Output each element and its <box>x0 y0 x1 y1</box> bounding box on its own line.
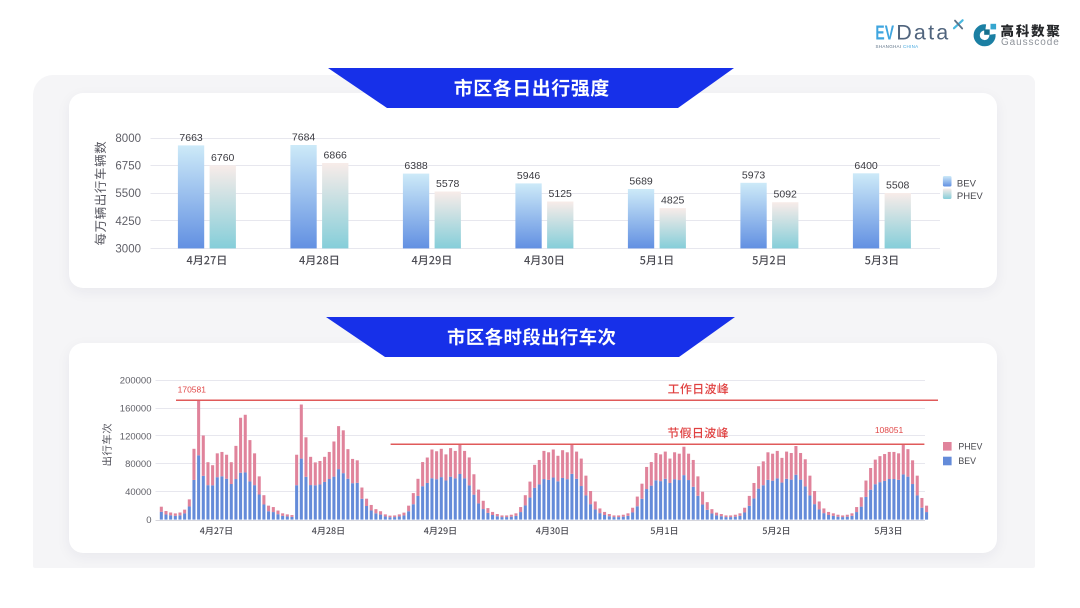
svg-text:6388: 6388 <box>404 160 428 172</box>
svg-text:160000: 160000 <box>120 403 152 414</box>
svg-text:7684: 7684 <box>292 132 316 144</box>
svg-text:5125: 5125 <box>549 188 573 200</box>
svg-text:40000: 40000 <box>125 487 151 498</box>
svg-text:3000: 3000 <box>115 243 141 255</box>
svg-text:Gausscode: Gausscode <box>1001 37 1060 48</box>
svg-text:5092: 5092 <box>774 189 798 201</box>
svg-text:120000: 120000 <box>120 431 152 442</box>
svg-text:SHANGHAI CHINA: SHANGHAI CHINA <box>876 44 919 49</box>
svg-text:170581: 170581 <box>178 385 207 395</box>
svg-text:BEV: BEV <box>958 456 976 466</box>
svg-text:80000: 80000 <box>125 459 151 470</box>
svg-text:5689: 5689 <box>629 176 653 188</box>
svg-text:5500: 5500 <box>115 188 141 200</box>
svg-text:4825: 4825 <box>661 195 685 207</box>
svg-text:PHEV: PHEV <box>958 441 982 451</box>
svg-text:6750: 6750 <box>115 161 141 173</box>
svg-text:4250: 4250 <box>115 216 141 228</box>
svg-text:0: 0 <box>146 515 151 526</box>
svg-text:5973: 5973 <box>742 169 766 181</box>
svg-text:BEV: BEV <box>957 179 977 190</box>
svg-text:6760: 6760 <box>211 152 235 164</box>
svg-text:PHEV: PHEV <box>957 191 984 202</box>
svg-text:108051: 108051 <box>875 425 904 435</box>
svg-text:200000: 200000 <box>120 376 152 387</box>
svg-text:EV: EV <box>875 22 894 45</box>
svg-text:5578: 5578 <box>436 178 460 190</box>
svg-text:5508: 5508 <box>886 180 910 192</box>
svg-text:8000: 8000 <box>115 133 141 145</box>
svg-text:Data: Data <box>896 21 948 45</box>
svg-text:6400: 6400 <box>854 160 878 172</box>
svg-text:5946: 5946 <box>517 170 541 182</box>
svg-text:7663: 7663 <box>179 132 203 144</box>
svg-text:6866: 6866 <box>324 150 348 162</box>
